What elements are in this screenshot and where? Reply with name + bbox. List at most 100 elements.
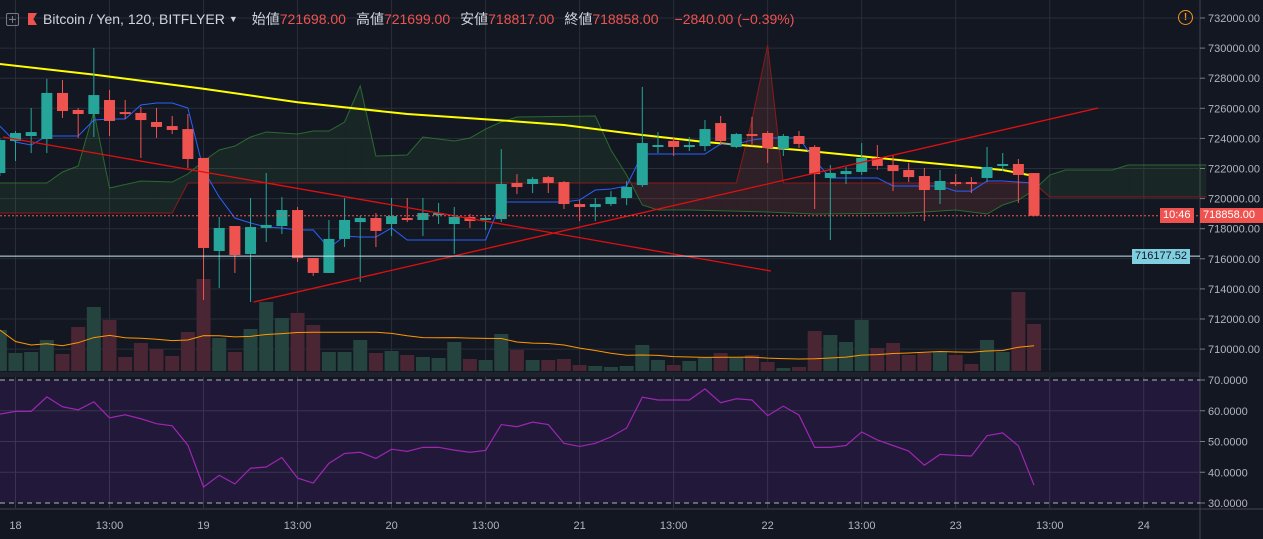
volume-bar [8,353,23,371]
candle [699,120,711,152]
volume-bar [619,366,634,371]
candle-body [354,218,366,223]
price-tick-label: 726000.00 [1208,103,1260,115]
candle [621,180,633,206]
chevron-down-icon[interactable]: ▼ [228,14,238,24]
candle-body [370,218,382,231]
close-label: 終値 [564,11,593,27]
ichimoku-cloud-segment [516,116,533,184]
alert-icon[interactable]: ! [1178,10,1193,25]
candle-body [746,134,758,137]
ichimoku-cloud-segment [846,183,862,214]
rsi-tick-label: 30.0000 [1208,498,1248,510]
candle-body [41,92,53,140]
ichimoku-cloud-segment [391,155,408,184]
ichimoku-cloud-segment [861,183,878,214]
volume-bar [212,338,227,371]
candle [213,216,225,288]
ichimoku-cloud-segment [1081,170,1097,198]
expand-icon[interactable] [6,12,19,26]
rsi-tick-label: 50.0000 [1208,437,1248,449]
candle [88,47,100,138]
volume-bar [823,335,838,371]
flag-icon[interactable] [28,13,37,25]
volume-bar [760,362,775,371]
candle [292,207,304,262]
ichimoku-cloud-segment [93,112,110,214]
candle-body [934,180,946,191]
volume-bar [384,351,399,371]
candle [871,145,883,171]
price-tick-label: 730000.00 [1208,43,1260,55]
candle-body [887,165,899,172]
candle-body [950,182,962,185]
volume-bar [306,325,321,371]
volume-bar [290,313,305,371]
ichimoku-cloud-segment [1143,165,1160,198]
candle [339,197,351,248]
candle [135,106,147,158]
volume-bar [917,353,932,371]
ichimoku-cloud-segment [987,183,1003,215]
ichimoku-cloud-segment [689,183,705,211]
ichimoku-cloud-segment [595,116,611,184]
candle [41,78,53,153]
candle-body [25,132,37,136]
candle-body [730,134,742,147]
candle-body [135,112,147,121]
ichimoku-cloud-segment [877,183,894,214]
ichimoku-cloud-segment [642,183,658,211]
volume-bar [933,352,948,371]
candle [198,157,210,301]
volume-bar [666,365,681,371]
ichimoku-cloud-segment [1049,170,1066,198]
ichimoku-cloud-segment [532,116,549,184]
ichimoku-cloud-segment [673,183,690,211]
volume-bar [948,355,963,371]
candle-body [840,171,852,175]
symbol-title[interactable]: Bitcoin / Yen, 120, BITFLYER [43,11,225,27]
candle [480,216,492,231]
low-value: 718817.00 [488,11,555,27]
candle [417,197,429,237]
candle-body [495,184,507,220]
volume-bar [447,342,462,371]
candle-body [260,224,272,228]
ichimoku-cloud-segment [501,117,517,184]
volume-bar [525,360,540,371]
volume-bar [1011,292,1026,371]
candle-body [276,210,288,226]
candle-body [1012,163,1024,175]
ichimoku-cloud-segment [799,183,815,215]
candle-body [198,157,210,248]
open-label: 始値 [251,11,280,27]
chart-legend: Bitcoin / Yen, 120, BITFLYER ▼ 始値 721698… [6,9,804,29]
candle [793,131,805,149]
candle-body [809,146,821,175]
candle [965,177,977,194]
volume-bar [556,359,571,371]
candle [182,114,194,169]
low-label: 安値 [460,11,489,27]
candle [809,145,821,209]
ichimoku-cloud-segment [1034,175,1050,198]
candle [746,117,758,147]
ichimoku-cloud-segment [1096,170,1113,198]
candle [119,100,131,119]
candle-body [683,145,695,148]
rsi-tick-label: 40.0000 [1208,467,1248,479]
candle-body [292,210,304,259]
volume-bar [1027,324,1042,371]
open-value: 721698.00 [279,11,346,27]
candle-body [119,112,131,115]
candle [605,191,617,206]
price-tick-label: 714000.00 [1208,284,1260,296]
ichimoku-cloud-segment [1002,183,1019,206]
time-tick-label: 13:00 [1036,520,1064,532]
volume-bar [0,330,7,371]
candle [495,149,507,223]
candle-body [777,135,789,149]
candle [589,197,601,222]
candle-body [997,163,1009,166]
